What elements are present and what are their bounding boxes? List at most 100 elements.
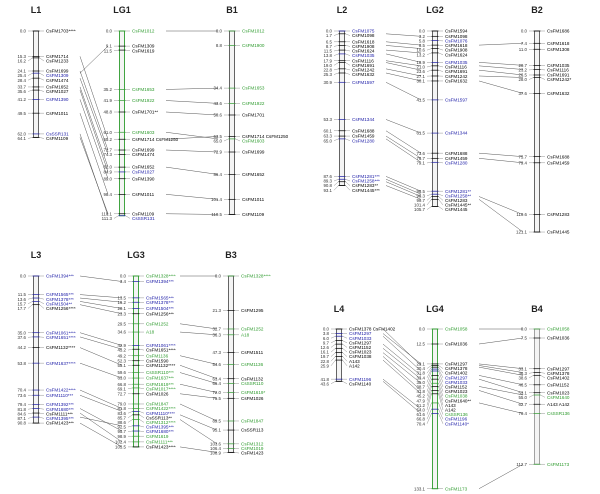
leader-line	[426, 162, 432, 164]
leader-line	[330, 340, 336, 343]
homology-connector	[478, 337, 524, 345]
leader-line	[330, 352, 336, 357]
marker-position: 65.2	[103, 137, 112, 142]
marker-name: CsFM1258***	[352, 179, 380, 184]
marker-name: CsFM1445**	[445, 203, 471, 208]
homology-connector	[478, 375, 524, 386]
marker-position: 84.9	[103, 170, 112, 175]
marker-name: CsFM1653	[132, 87, 155, 92]
leader-line	[528, 372, 534, 374]
leader-line	[345, 49, 351, 52]
marker-position: 15.7	[17, 301, 26, 306]
marker-name: CsFM1136	[241, 362, 264, 367]
marker-position: 88.6	[117, 420, 126, 425]
leader-line	[333, 45, 339, 47]
chromosome-bar	[229, 30, 235, 215]
marker-name: CsFM1445***	[352, 188, 380, 193]
homology-connector	[478, 152, 524, 157]
homology-connector	[179, 323, 218, 330]
marker-position: 63.0	[117, 376, 126, 381]
homology-connector	[79, 90, 109, 173]
homology-connector	[385, 62, 422, 71]
marker-name: CsFM1422****	[46, 388, 76, 393]
marker-position: 106.4	[210, 446, 222, 451]
homology-connector	[79, 297, 123, 303]
homology-connector	[385, 60, 422, 67]
marker-position: 5.8	[419, 39, 426, 44]
marker-position: 0.0	[323, 327, 330, 332]
leader-line	[528, 394, 534, 398]
marker-position: 66.8	[416, 417, 425, 422]
marker-name: CsFM1328****	[146, 274, 176, 279]
leader-line	[333, 53, 339, 56]
group-title: L2	[337, 5, 348, 15]
marker-name: CsFM1378 CsFM1402	[349, 327, 396, 332]
group-title: LG1	[113, 5, 131, 15]
marker-name: CsFM1026	[146, 391, 169, 396]
marker-position: 13.2	[416, 52, 425, 57]
homology-connector	[478, 158, 524, 164]
group-title: B2	[531, 5, 543, 15]
marker-name: CsFM1297	[445, 362, 468, 367]
marker-position: 61.5	[416, 131, 425, 136]
leader-line	[333, 68, 339, 71]
marker-name: CsFM1603	[242, 139, 265, 144]
marker-name: CsFM1590	[146, 358, 169, 363]
marker-position: 10.6	[416, 48, 425, 53]
leader-line	[438, 368, 444, 378]
leader-line	[330, 381, 336, 384]
marker-name: CsFM1116	[445, 65, 467, 70]
marker-position: 66.4	[212, 381, 221, 386]
homology-connector	[478, 80, 524, 94]
marker-name: CsFM1594	[445, 29, 468, 34]
marker-position: 17.7	[17, 306, 26, 311]
marker-name: CsFM1035	[352, 53, 375, 58]
leader-line	[333, 72, 339, 75]
marker-name: A142	[349, 363, 360, 368]
homology-connector	[382, 356, 422, 391]
homology-connector	[179, 403, 218, 422]
marker-position: 11.5	[324, 49, 333, 54]
group-title: B4	[531, 304, 543, 314]
homology-connector	[385, 176, 422, 192]
marker-position: 108.9	[210, 451, 222, 456]
marker-name: CsFM1109	[242, 212, 265, 217]
marker-name: CsFM1652	[46, 85, 69, 90]
marker-position: 102.4	[115, 439, 127, 444]
marker-name: CsFM1011	[46, 111, 69, 116]
marker-name: CsFM1283**	[352, 183, 378, 188]
marker-name: CsFM1900	[242, 43, 265, 48]
marker-position: 71.7	[103, 148, 112, 153]
homology-connector	[79, 408, 123, 432]
marker-position: 25.4	[17, 73, 26, 78]
marker-position: 12.6	[320, 345, 329, 350]
marker-name: CsFM1027	[46, 89, 69, 94]
marker-position: 7.4	[521, 41, 528, 46]
leader-line	[426, 409, 432, 420]
marker-name: CsFM1033	[445, 380, 468, 385]
marker-name: CsFM1504**	[46, 301, 72, 306]
leader-line	[540, 77, 546, 80]
homology-connector	[79, 389, 123, 409]
leader-line	[39, 57, 45, 62]
marker-position: 22.8	[320, 359, 329, 364]
map-panel-2: L2 0.0 CsFM1075 1.7 CsFM1098 6.5 CsFM1618 8.7 Cs…	[323, 5, 571, 235]
marker-name: CsFM1378	[445, 366, 468, 371]
leader-line	[540, 394, 546, 398]
marker-name: CsFM1565***	[146, 295, 174, 300]
marker-name: A18	[146, 330, 155, 335]
marker-position: 55.0	[518, 395, 527, 400]
homology-connector	[478, 386, 524, 396]
marker-position: 55.1	[117, 363, 126, 368]
marker-position: 0.0	[20, 29, 27, 34]
marker-position: 37.6	[518, 91, 527, 96]
marker-name: CsFM1619***	[146, 382, 174, 387]
marker-position: 51.2	[416, 403, 425, 408]
leader-line	[345, 72, 351, 75]
marker-position: 99.7	[416, 198, 425, 203]
marker-name: CsFM1011	[242, 197, 265, 202]
marker-position: 38.6	[518, 376, 527, 381]
leader-line	[39, 72, 45, 76]
leader-line	[426, 48, 432, 51]
leader-line	[27, 89, 33, 92]
